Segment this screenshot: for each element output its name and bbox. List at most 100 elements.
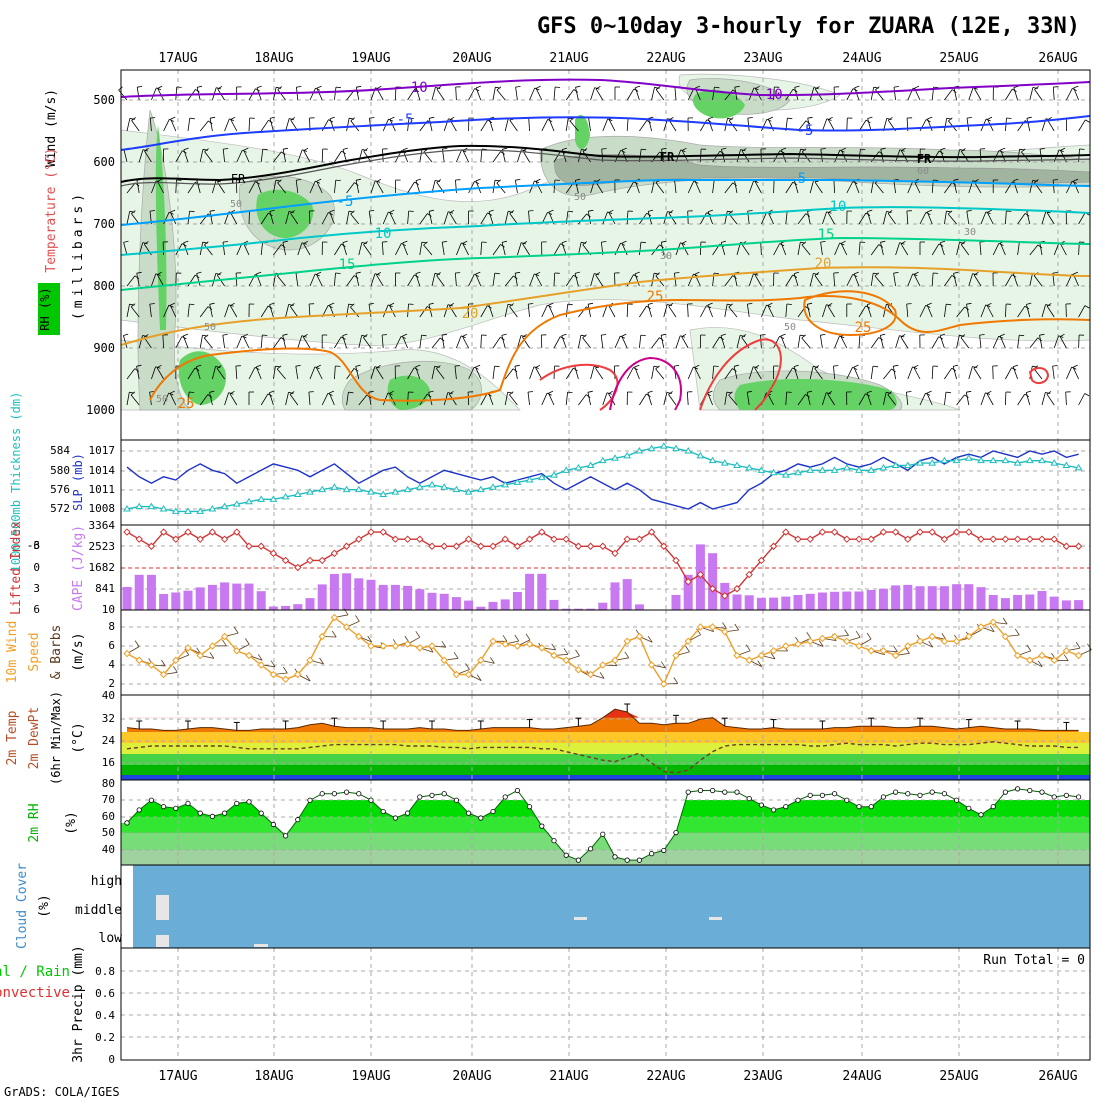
wind-barb: [199, 306, 209, 318]
wind10m-barb-flag: [551, 643, 557, 651]
wind-barb-flag: [243, 333, 248, 337]
wind-barb: [455, 86, 457, 101]
wind-barb: [162, 334, 164, 349]
wind-barb-flag: [794, 271, 800, 274]
wind10m-point: [464, 670, 473, 679]
wind-barb: [350, 306, 360, 318]
wind-barb-flag: [462, 333, 468, 337]
wind-barb: [807, 118, 811, 132]
wind-barb: [504, 118, 509, 132]
wind-barb-flag: [144, 147, 150, 152]
wind-barb-flag: [680, 242, 686, 245]
wind-barb-flag: [204, 148, 209, 152]
wind-barb-flag: [363, 334, 368, 338]
wind-barb: [149, 117, 152, 132]
wind-barb: [565, 118, 569, 132]
thickness-point: [464, 488, 473, 495]
wind-barb: [1078, 393, 1086, 406]
wind10m-barb-flag: [1063, 654, 1069, 661]
wind-barb: [907, 180, 914, 194]
wind-barb-flag: [546, 392, 552, 396]
wind-barb: [613, 365, 616, 380]
wind-barb-flag: [535, 85, 541, 89]
wind-barb-flag: [814, 272, 820, 276]
wind-barb: [655, 182, 665, 194]
thickness-point: [257, 495, 266, 502]
wind-barb-flag: [839, 335, 845, 339]
wind-barb: [1005, 391, 1007, 406]
wind-barb: [285, 392, 289, 406]
contour-label: 25: [855, 320, 872, 336]
wind-barb-flag: [189, 210, 195, 213]
wind-barb: [1012, 366, 1018, 380]
wind-barb-flag: [207, 394, 213, 398]
wind-barb: [157, 181, 164, 194]
cape-bar: [171, 592, 181, 610]
lifted-index-series: [123, 528, 1083, 600]
wind-barb: [334, 272, 336, 287]
wind-barb-flag: [288, 391, 294, 394]
lifted-index-point: [452, 542, 461, 550]
wind-barb: [118, 89, 128, 101]
wind-barb: [639, 242, 642, 256]
wind-barb: [833, 272, 835, 287]
wind-barb-flag: [363, 241, 368, 245]
wind-barb: [273, 180, 277, 194]
wind-barb: [846, 117, 848, 132]
wind10m-point: [989, 618, 997, 626]
rh2m-point: [1027, 787, 1033, 794]
isotherm-25: [149, 295, 1090, 402]
wind-barb: [785, 274, 794, 287]
wind10m-point: [159, 670, 168, 679]
wind-barb: [621, 336, 628, 349]
wind10m-point: [123, 649, 131, 658]
wind-barb-flag: [659, 151, 664, 156]
rh2m-point: [929, 789, 935, 795]
wind-barb-flag: [143, 334, 149, 338]
wind10m-point: [1074, 651, 1083, 660]
wind-barb-flag: [427, 213, 432, 217]
wind-barb-flag: [601, 241, 607, 243]
wind-barb-flag: [595, 272, 601, 276]
wind-barb: [376, 274, 384, 287]
wind-barb-flag: [575, 178, 581, 181]
wind-barb-flag: [388, 118, 394, 122]
wind-barb-flag: [867, 209, 873, 212]
wind10m-barb-flag: [305, 674, 311, 682]
wind-barb: [1029, 273, 1033, 287]
cape-bar: [878, 588, 888, 610]
rh2m-point: [880, 794, 887, 800]
wind-barb-flag: [170, 302, 175, 306]
wind-barb: [728, 306, 738, 318]
wind-barb: [913, 181, 921, 194]
wind10m-point: [928, 632, 936, 641]
wind-barb: [375, 367, 384, 380]
contour-label: 25: [647, 289, 664, 305]
wind-barb: [1033, 275, 1043, 287]
wind-barb-flag: [155, 273, 161, 276]
thickness-point: [1013, 459, 1022, 466]
wind-barb: [163, 119, 170, 132]
wind-barb: [273, 366, 276, 380]
wind10m-point: [403, 640, 412, 648]
wind-barb-flag: [269, 209, 275, 212]
wind10m-point: [477, 656, 485, 664]
wind-barb: [504, 304, 509, 318]
wind10m-point: [233, 647, 241, 655]
wind-barb: [707, 304, 713, 318]
wind-barb: [846, 274, 854, 287]
wind-barb: [761, 304, 767, 318]
rh2m-point: [709, 787, 716, 794]
lifted-index-point: [782, 528, 790, 536]
cape-bar: [683, 574, 693, 610]
lifted-index-point: [586, 542, 595, 550]
wind-barb: [381, 334, 384, 349]
wind10m-barb-flag: [441, 640, 447, 648]
wind-barb-flag: [555, 86, 561, 88]
bottom-date-label: 19AUG: [351, 1069, 390, 1084]
wind-barb-flag: [575, 85, 581, 88]
wind-barb: [870, 337, 880, 349]
wind-barb-flag: [586, 213, 591, 218]
wind-barb: [157, 88, 164, 101]
wind-barb: [746, 392, 750, 406]
